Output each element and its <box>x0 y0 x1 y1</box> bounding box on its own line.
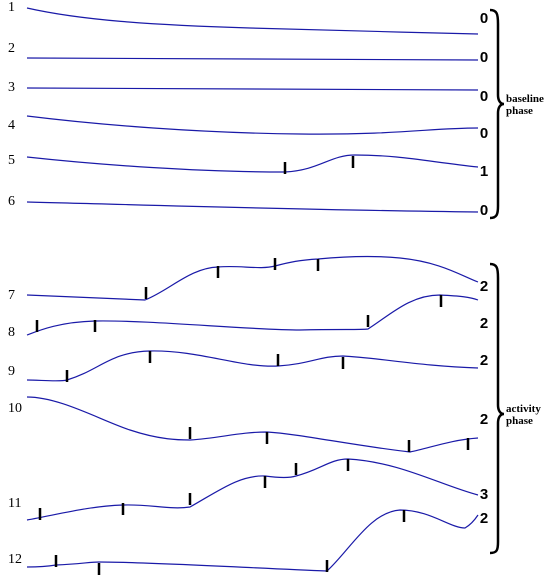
event-tick <box>144 258 320 299</box>
row-label: 5 <box>8 153 15 168</box>
event-tick <box>65 351 345 382</box>
row-label: 9 <box>8 364 15 379</box>
event-tick <box>283 156 355 174</box>
phase-label-line: baseline <box>506 93 544 105</box>
count: 0 <box>480 49 488 66</box>
phase-label-line: activity <box>506 403 541 415</box>
row-label: 2 <box>8 41 15 56</box>
count: 2 <box>480 510 488 527</box>
phase-label: baseline phase <box>506 93 544 117</box>
row-label: 1 <box>8 0 15 15</box>
count: 2 <box>480 352 488 369</box>
count: 2 <box>480 315 488 332</box>
row-label: 7 <box>8 288 15 303</box>
row-label: 11 <box>8 496 21 511</box>
row-label: 6 <box>8 194 15 209</box>
trace <box>26 7 479 35</box>
trace <box>26 396 479 453</box>
count: 0 <box>480 125 488 142</box>
count: 1 <box>480 163 488 180</box>
count: 2 <box>480 278 488 295</box>
row-label: 12 <box>8 552 22 567</box>
trace <box>26 87 479 91</box>
event-tick <box>54 510 406 575</box>
trace <box>26 350 479 382</box>
count: 0 <box>480 202 488 219</box>
count: 2 <box>480 411 488 428</box>
row-label: 3 <box>8 80 15 95</box>
event-tick <box>38 459 350 520</box>
brace <box>489 8 505 220</box>
traces <box>26 7 479 572</box>
trace <box>26 256 479 301</box>
phase-label: activity phase <box>506 403 541 427</box>
row-label: 10 <box>8 401 22 416</box>
count: 0 <box>480 88 488 105</box>
event-ticks <box>35 156 470 575</box>
trace <box>26 509 479 572</box>
brace <box>489 262 505 555</box>
trace <box>26 115 479 135</box>
event-tick <box>188 427 470 452</box>
trace <box>26 201 479 213</box>
count: 0 <box>480 10 488 27</box>
phase-label-line: phase <box>506 415 533 427</box>
row-label: 8 <box>8 325 15 340</box>
trace <box>26 57 479 61</box>
trace <box>26 154 479 173</box>
row-label: 4 <box>8 118 15 133</box>
count: 3 <box>480 486 488 503</box>
event-tick <box>35 295 443 332</box>
phase-label-line: phase <box>506 105 533 117</box>
